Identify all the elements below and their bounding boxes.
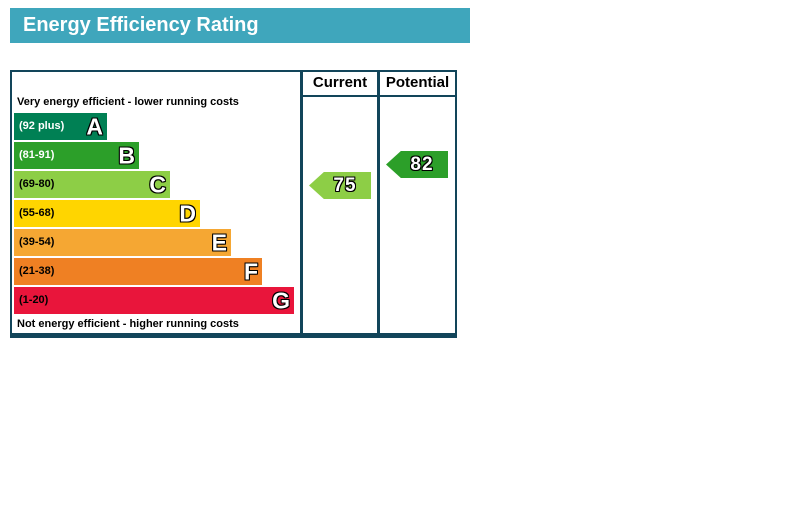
band-range-label: (39-54) [19,236,55,248]
band-g: (1-20) G [14,287,294,314]
band-range-label: (21-38) [19,265,55,277]
page-title: Energy Efficiency Rating [10,8,470,43]
band-e: (39-54) E [14,229,231,256]
top-note: Very energy efficient - lower running co… [17,96,239,108]
bottom-note: Not energy efficient - higher running co… [17,318,239,330]
band-letter: A [86,113,103,139]
band-range-label: (69-80) [19,178,55,190]
band-letter: G [272,287,290,313]
band-letter: C [149,171,166,197]
column-header-underline [300,95,455,97]
energy-rating-chart: Current Potential Very energy efficient … [10,70,457,338]
band-c: (69-80) C [14,171,170,198]
current-column-header: Current [312,74,368,91]
band-b: (81-91) B [14,142,139,169]
band-letter: D [179,200,196,226]
potential-column-divider [377,72,380,333]
band-f: (21-38) F [14,258,262,285]
band-range-label: (1-20) [19,294,49,306]
band-letter: B [118,142,135,168]
current-rating-arrow: 75 [309,172,371,199]
potential-rating-value: 82 [410,153,434,175]
band-letter: E [211,229,227,255]
band-d: (55-68) D [14,200,200,227]
band-a: (92 plus) A [14,113,107,140]
rating-bands: (92 plus) A (81-91) B (69-80) C (55-68) D (39-54… [14,113,294,316]
current-rating-value: 75 [333,174,357,196]
band-range-label: (55-68) [19,207,55,219]
band-range-label: (92 plus) [19,120,65,132]
current-column-divider [300,72,303,333]
potential-rating-arrow: 82 [386,151,448,178]
band-letter: F [243,258,258,284]
potential-column-header: Potential [385,74,450,91]
band-range-label: (81-91) [19,149,55,161]
